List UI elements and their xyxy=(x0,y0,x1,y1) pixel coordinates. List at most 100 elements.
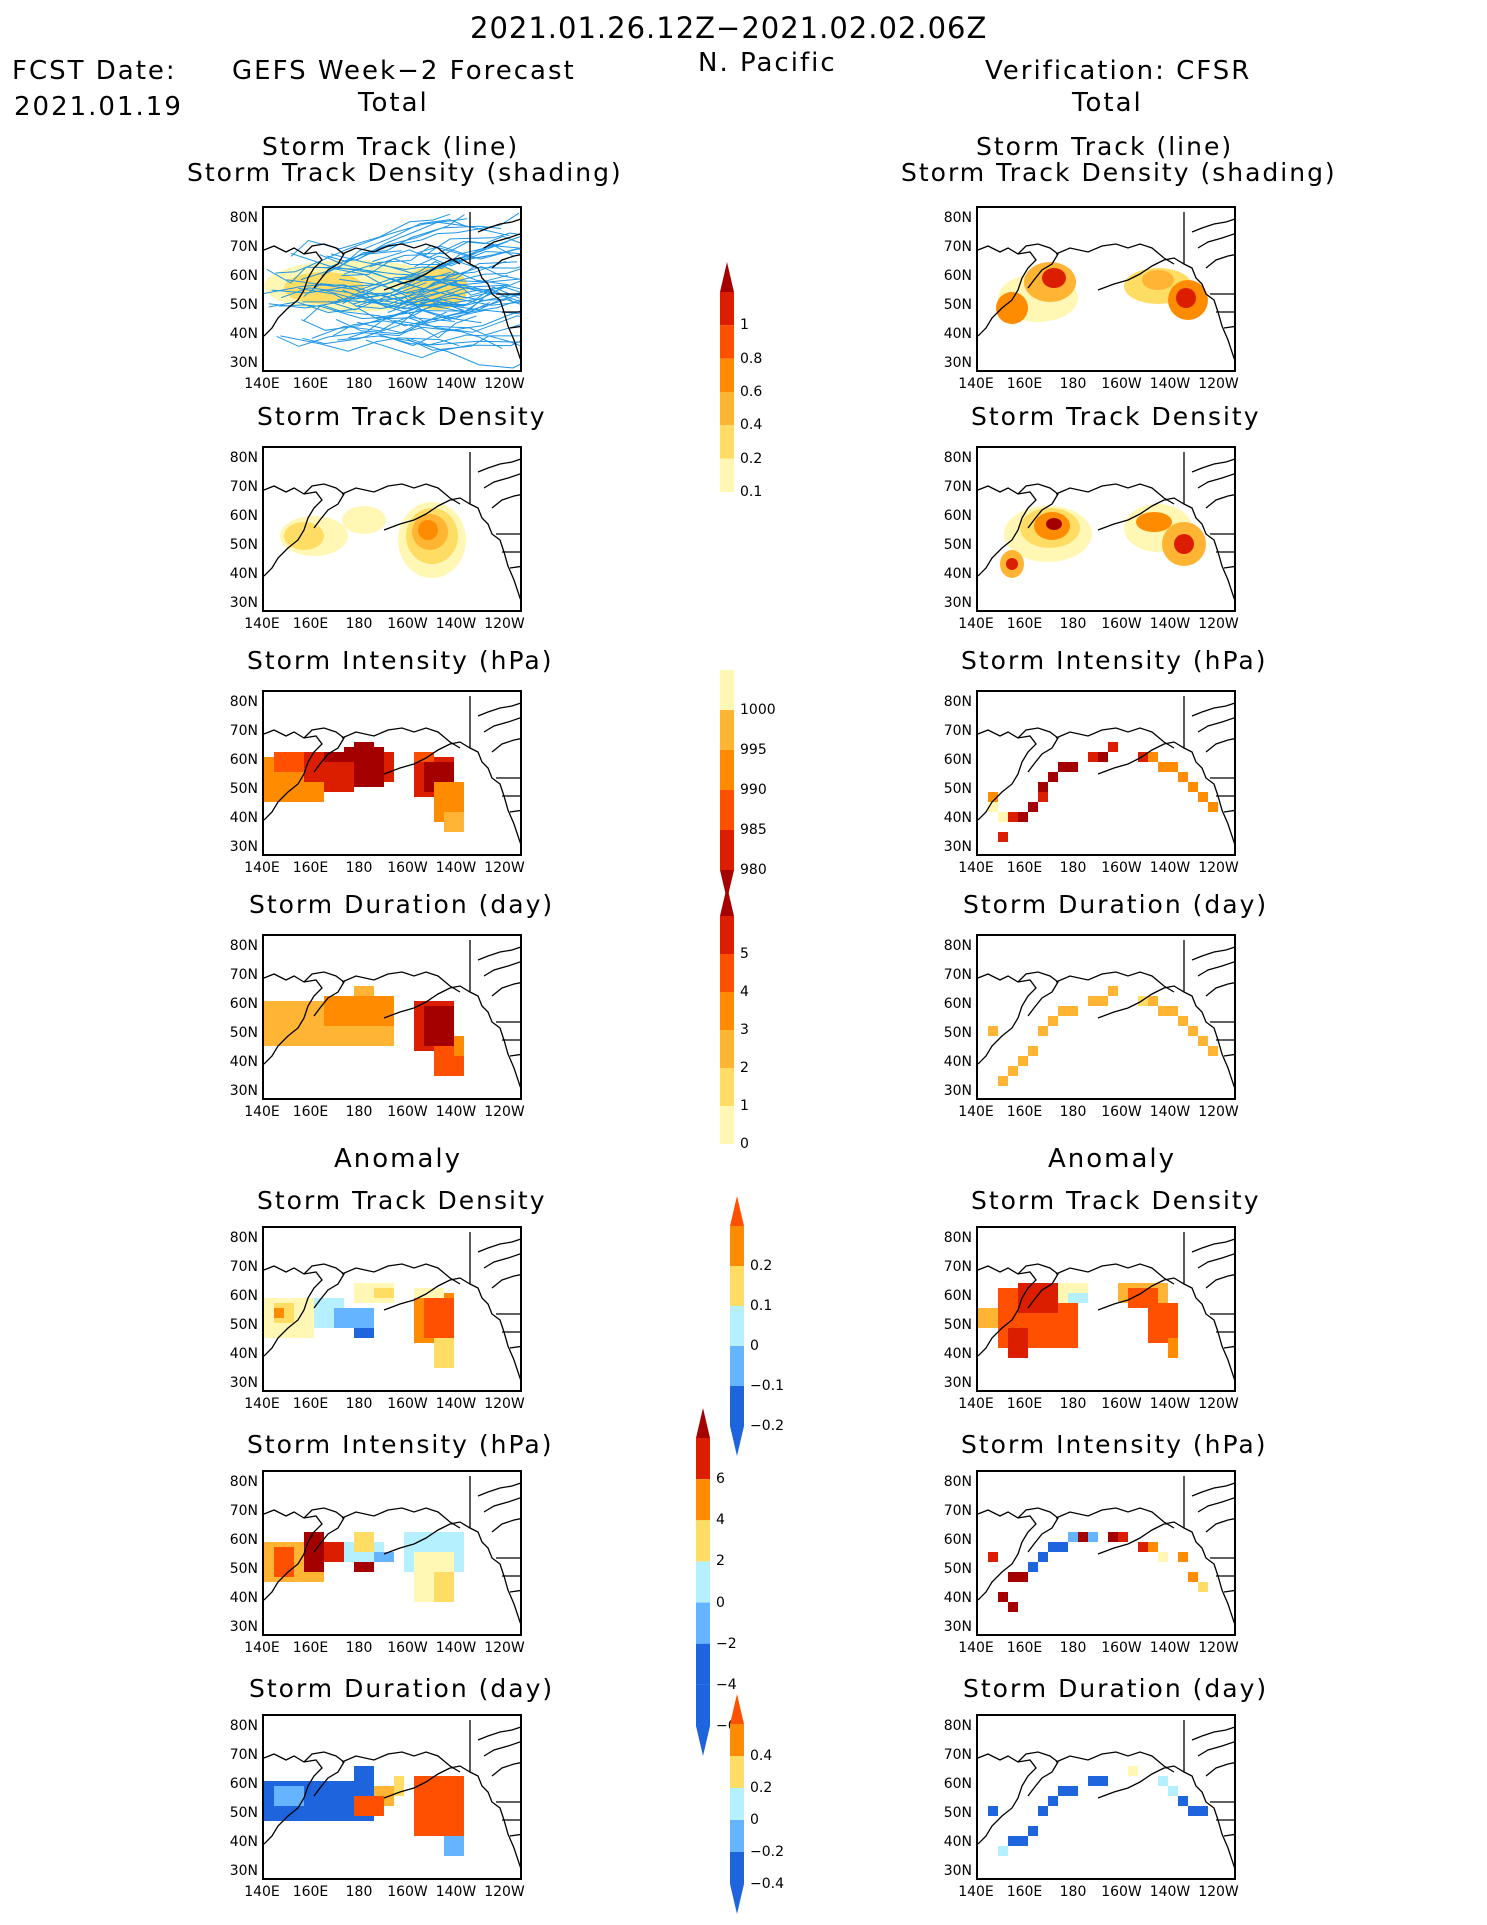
lat-tick-label: 80N xyxy=(229,1230,258,1246)
colorbar-bottom-arrow xyxy=(696,1726,710,1756)
lon-tick-label: 160E xyxy=(1006,1396,1043,1412)
storm-track-line xyxy=(290,213,451,257)
lon-tick-label: 160E xyxy=(1006,1884,1043,1900)
grid-cell xyxy=(1108,986,1118,996)
storm-track-line xyxy=(275,218,468,274)
grid-cell xyxy=(1188,1026,1198,1036)
shading-blob xyxy=(1176,288,1196,308)
storm-track-line xyxy=(418,236,520,255)
colorbar-tick-label: 0.4 xyxy=(740,417,763,434)
lon-tick-label: 140E xyxy=(958,616,994,632)
grid-cell xyxy=(414,1288,444,1298)
lon-tick-label: 120W xyxy=(484,616,525,632)
storm-track-line xyxy=(302,260,459,303)
verif-duration-title: Storm Duration (day) xyxy=(963,890,1269,919)
grid-cell xyxy=(1068,1532,1078,1542)
lon-tick-label: 160E xyxy=(292,1396,329,1412)
coastline xyxy=(978,212,1234,360)
lon-tick-label: 140E xyxy=(958,1396,994,1412)
lat-tick-label: 30N xyxy=(943,1083,972,1099)
colorbar-tick-label: 990 xyxy=(740,782,767,798)
grid-cell xyxy=(444,1836,464,1856)
colorbar-segment xyxy=(730,1756,744,1788)
lon-tick-label: 160E xyxy=(1006,376,1043,392)
lat-tick-label: 30N xyxy=(229,1083,258,1099)
grid-cell xyxy=(334,1308,374,1328)
grid-cell xyxy=(1018,1572,1028,1582)
grid-cell xyxy=(1158,1006,1168,1016)
colorbar-tick-label: 2 xyxy=(740,1060,749,1076)
grid-cell xyxy=(1108,742,1118,752)
grid-cell xyxy=(324,996,394,1026)
lon-tick-label: 180 xyxy=(345,1104,373,1120)
lon-tick-label: 140E xyxy=(958,1640,994,1656)
lat-tick-label: 60N xyxy=(943,268,972,284)
lon-tick-label: 120W xyxy=(1198,1640,1239,1656)
storm-track-line xyxy=(355,281,505,310)
verif-anom-density-panel-svg xyxy=(978,1232,1234,1380)
lon-tick-label: 160E xyxy=(1006,860,1043,876)
colorbar-tick-label: 0.2 xyxy=(750,1258,773,1274)
lon-tick-label: 140E xyxy=(244,1640,280,1656)
grid-cell xyxy=(988,1552,998,1562)
lon-tick-label: 140W xyxy=(1149,1640,1191,1656)
forecast-anomaly-label: Anomaly xyxy=(334,1144,463,1174)
lon-tick-label: 120W xyxy=(1198,1396,1239,1412)
lat-tick-label: 50N xyxy=(943,1805,972,1821)
grid-cell xyxy=(274,1308,284,1318)
lat-tick-label: 60N xyxy=(943,996,972,1012)
grid-cell xyxy=(1008,812,1018,822)
storm-track-line xyxy=(420,293,520,311)
storm-track-line xyxy=(418,309,520,326)
grid-cell xyxy=(414,752,434,762)
lat-tick-label: 70N xyxy=(229,1747,258,1763)
colorbar-tick-label: 0.2 xyxy=(740,450,763,467)
colorbar-bottom-arrow xyxy=(730,1426,744,1456)
grid-cell xyxy=(1088,996,1098,1006)
lon-tick-label: 140E xyxy=(244,376,280,392)
storm-track-line xyxy=(365,339,520,359)
lat-tick-label: 70N xyxy=(943,1503,972,1519)
fcst-track-line-title: Storm Track (line) xyxy=(262,132,520,161)
grid-cell xyxy=(374,1552,394,1562)
fcst-track-panel xyxy=(262,206,522,372)
colorbar-segment xyxy=(720,790,734,830)
lon-tick-label: 180 xyxy=(345,1884,373,1900)
grid-cell xyxy=(1178,1796,1188,1806)
lat-tick-label: 80N xyxy=(229,450,258,466)
grid-cell xyxy=(1038,782,1048,792)
storm-track-line xyxy=(328,271,509,311)
grid-cell xyxy=(1188,782,1198,792)
colorbar-tick-label: 0 xyxy=(740,1136,749,1152)
storm-track-line xyxy=(286,260,507,291)
grid-cell xyxy=(1028,1826,1038,1836)
grid-cell xyxy=(1038,1552,1048,1562)
lat-tick-label: 30N xyxy=(229,595,258,611)
colorbar-segment xyxy=(720,1030,734,1068)
lat-tick-label: 80N xyxy=(229,210,258,226)
grid-cell xyxy=(988,802,998,812)
storm-track-line xyxy=(384,310,520,347)
lat-tick-label: 80N xyxy=(229,938,258,954)
lat-tick-label: 30N xyxy=(229,1863,258,1879)
grid-cell xyxy=(1088,1776,1098,1786)
storm-track-line xyxy=(337,335,520,369)
colorbar-tick-label: 6 xyxy=(716,1471,725,1488)
storm-track-line xyxy=(410,334,520,346)
lon-tick-label: 140W xyxy=(435,860,477,876)
verif-duration-panel-svg xyxy=(978,940,1234,1088)
lon-tick-label: 160W xyxy=(387,1640,428,1656)
lon-tick-label: 140E xyxy=(958,1884,994,1900)
colorbar-tick-label: 0.2 xyxy=(750,1780,773,1796)
colorbar-segment xyxy=(730,1386,744,1426)
lon-tick-label: 120W xyxy=(484,1396,525,1412)
lon-tick-label: 120W xyxy=(1198,860,1239,876)
grid-cell xyxy=(998,1592,1008,1602)
lon-tick-label: 140W xyxy=(435,616,477,632)
coastline xyxy=(264,696,520,844)
lat-tick-label: 30N xyxy=(229,1619,258,1635)
grid-cell xyxy=(1178,1552,1188,1562)
colorbar-tick-label: −2 xyxy=(716,1635,737,1652)
colorbar-segment xyxy=(730,1724,744,1756)
grid-cell xyxy=(354,742,374,752)
